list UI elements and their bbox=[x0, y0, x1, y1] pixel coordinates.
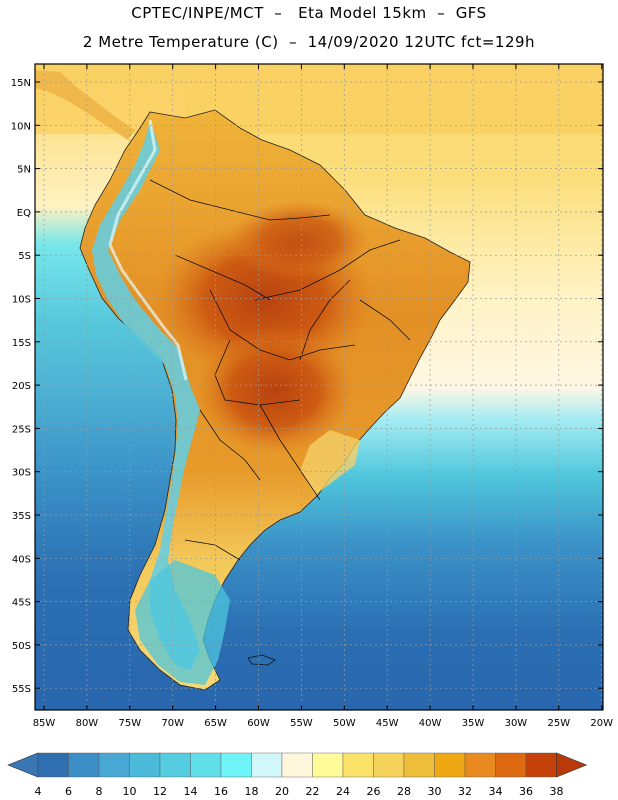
colorbar-swatch bbox=[312, 752, 344, 778]
lon-label: 70W bbox=[161, 718, 184, 729]
lat-label: 55S bbox=[12, 684, 31, 695]
colorbar-swatch bbox=[159, 752, 191, 778]
colorbar-label: 38 bbox=[550, 785, 564, 798]
colorbar-swatch bbox=[342, 752, 374, 778]
lat-label: 20S bbox=[12, 381, 31, 392]
colorbar-swatch bbox=[37, 752, 69, 778]
colorbar-arrow-left bbox=[7, 752, 39, 778]
map-frame bbox=[34, 63, 604, 711]
lat-label: 35S bbox=[12, 511, 31, 522]
title-line-2: 2 Metre Temperature (C) – 14/09/2020 12U… bbox=[82, 33, 536, 51]
lon-label: 60W bbox=[247, 718, 270, 729]
colorbar-label: 32 bbox=[458, 785, 472, 798]
lat-label: 25S bbox=[12, 424, 31, 435]
colorbar-swatch bbox=[281, 752, 313, 778]
lat-label: 10S bbox=[12, 295, 31, 306]
colorbar-label: 24 bbox=[336, 785, 350, 798]
lat-label: 40S bbox=[12, 554, 31, 565]
colorbar-arrow-right bbox=[556, 752, 588, 778]
lon-label: 40W bbox=[419, 718, 442, 729]
lat-label: 15S bbox=[12, 338, 31, 349]
lat-label: 10N bbox=[11, 121, 31, 132]
colorbar-swatch bbox=[525, 752, 557, 778]
colorbar-label: 14 bbox=[184, 785, 198, 798]
colorbar-label: 8 bbox=[96, 785, 103, 798]
colorbar-label: 10 bbox=[123, 785, 137, 798]
colorbar-swatch bbox=[495, 752, 527, 778]
colorbar-swatch bbox=[251, 752, 283, 778]
falkland-islands bbox=[247, 654, 276, 666]
colorbar-swatch bbox=[373, 752, 405, 778]
lon-label: 55W bbox=[290, 718, 313, 729]
colorbar-label: 12 bbox=[153, 785, 167, 798]
colorbar: 4 6 8 10 12 14 16 18 20 22 24 26 28 30 32 34 36 38 bbox=[7, 752, 588, 798]
colorbar-label: 20 bbox=[275, 785, 289, 798]
colorbar-swatch bbox=[68, 752, 100, 778]
colorbar-swatch bbox=[464, 752, 496, 778]
latitude-axis: 15N 10N 5N EQ 5S 10S 15S 20S 25S 30S 35S 40S 45S 50S 5… bbox=[11, 78, 603, 695]
colorbar-label: 22 bbox=[306, 785, 320, 798]
colorbar-swatch bbox=[129, 752, 161, 778]
colorbar-swatch bbox=[190, 752, 222, 778]
lat-label: 5S bbox=[18, 251, 31, 262]
south-america-landmass bbox=[79, 109, 471, 691]
lat-label: 15N bbox=[11, 78, 31, 89]
colorbar-swatch bbox=[434, 752, 466, 778]
longitude-axis: 85W 80W 75W 70W 65W 60W 55W 50W 45W 40W 35W 30W 25W 2… bbox=[33, 64, 613, 729]
lon-label: 75W bbox=[118, 718, 141, 729]
lon-label: 20W bbox=[590, 718, 613, 729]
lon-label: 65W bbox=[204, 718, 227, 729]
colorbar-label: 4 bbox=[35, 785, 42, 798]
lat-label: EQ bbox=[17, 208, 31, 219]
lon-label: 50W bbox=[333, 718, 356, 729]
lon-label: 30W bbox=[505, 718, 528, 729]
lon-label: 85W bbox=[33, 718, 56, 729]
lon-label: 45W bbox=[376, 718, 399, 729]
lat-label: 30S bbox=[12, 468, 31, 479]
lat-label: 50S bbox=[12, 641, 31, 652]
colorbar-label: 26 bbox=[367, 785, 381, 798]
colorbar-label: 6 bbox=[65, 785, 72, 798]
lat-label: 45S bbox=[12, 598, 31, 609]
colorbar-swatch bbox=[98, 752, 130, 778]
title-line-1: CPTEC/INPE/MCT – Eta Model 15km – GFS bbox=[131, 4, 487, 22]
lat-label: 5N bbox=[17, 165, 31, 176]
colorbar-label: 16 bbox=[214, 785, 228, 798]
colorbar-swatch bbox=[403, 752, 435, 778]
colorbar-label: 36 bbox=[519, 785, 533, 798]
colorbar-label: 18 bbox=[245, 785, 259, 798]
lon-label: 35W bbox=[462, 718, 485, 729]
colorbar-swatch bbox=[220, 752, 252, 778]
colorbar-label: 28 bbox=[397, 785, 411, 798]
colorbar-label: 30 bbox=[428, 785, 442, 798]
colorbar-label: 34 bbox=[489, 785, 503, 798]
lon-label: 80W bbox=[76, 718, 99, 729]
lon-label: 25W bbox=[547, 718, 570, 729]
